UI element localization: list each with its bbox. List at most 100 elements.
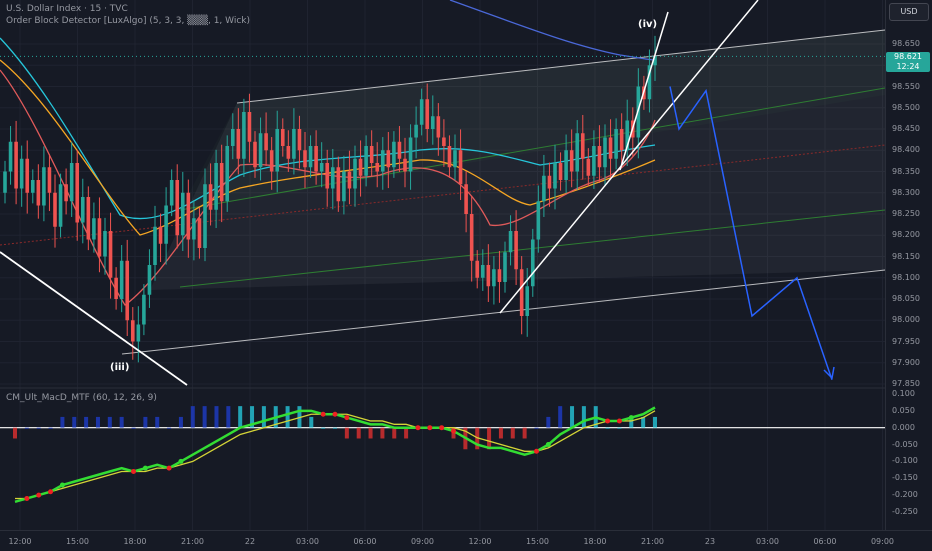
candle-body — [175, 180, 180, 236]
candle-body — [558, 163, 563, 180]
candle-body — [547, 175, 552, 189]
candle-body — [42, 167, 46, 206]
candle-body — [586, 158, 591, 176]
macd-histogram-bar — [167, 427, 172, 429]
candle-body — [358, 158, 363, 176]
macd-histogram-bar — [190, 406, 195, 428]
candle-body — [369, 146, 374, 163]
candle-body — [430, 116, 435, 129]
time-axis[interactable] — [0, 530, 932, 551]
macd-cross-dot — [415, 425, 421, 431]
macd-cross-dot — [332, 411, 338, 417]
macd-cross-dot — [36, 492, 42, 498]
candle-body — [236, 129, 241, 159]
macd-histogram-bar — [60, 416, 65, 428]
candle-body — [480, 265, 485, 278]
candle-body — [192, 218, 196, 240]
macd-cross-dot — [533, 448, 539, 454]
projection-arrowhead — [823, 366, 835, 380]
candle-body — [530, 239, 535, 287]
macd-histogram-bar — [368, 427, 373, 439]
candle-body — [553, 163, 557, 189]
candle-body — [392, 141, 396, 168]
macd-histogram-bar — [143, 416, 148, 428]
macd-histogram-bar — [72, 416, 77, 428]
bar-countdown: 12:24 — [896, 62, 920, 71]
candle-body — [25, 158, 30, 193]
candle-body — [242, 112, 246, 159]
candle-body — [330, 167, 335, 189]
candle-body — [469, 214, 474, 261]
macd-histogram-bar — [155, 416, 160, 428]
candle-body — [153, 226, 157, 265]
macd-histogram-bar — [534, 427, 539, 429]
last-price-value: 98.621 — [894, 52, 922, 61]
candle-body — [297, 129, 302, 151]
candle-body — [386, 150, 391, 168]
macd-histogram-bar — [617, 427, 622, 429]
macd-histogram-bar — [333, 427, 337, 429]
candle-body — [619, 129, 624, 151]
macd-histogram-bar — [13, 427, 17, 439]
price-tick: 98.100 — [892, 272, 920, 282]
symbol-title: U.S. Dollar Index · 15 · TVC — [6, 4, 128, 14]
macd-histogram-bar — [24, 427, 29, 429]
candle-body — [92, 218, 96, 240]
candle-body — [625, 120, 630, 151]
macd-cross-dot — [320, 411, 326, 417]
macd-histogram-bar — [261, 406, 266, 428]
candle-body — [653, 56, 657, 66]
macd-cross-dot — [131, 469, 137, 475]
last-price-badge: 98.621 12:24 — [886, 52, 930, 72]
price-axis[interactable]: USD 98.65098.60098.55098.50098.45098.400… — [885, 0, 932, 530]
candle-body — [30, 180, 35, 193]
candle-body — [425, 99, 430, 129]
candle-body — [464, 184, 468, 214]
macd-histogram-bar — [131, 427, 136, 429]
candle-body — [80, 197, 85, 223]
macd-histogram-bar — [629, 416, 634, 428]
candle-body — [564, 150, 568, 180]
time-tick: 21:00 — [180, 537, 205, 546]
candle-body — [608, 137, 613, 159]
ma-blue-line — [449, 0, 656, 61]
time-tick: 15:00 — [525, 537, 550, 546]
price-tick: 98.450 — [892, 124, 920, 133]
macd-histogram-bar — [178, 416, 183, 428]
uptrend-line-outer — [499, 0, 759, 314]
candle-body — [597, 146, 602, 168]
candle-body — [180, 192, 185, 236]
candle-body — [592, 146, 596, 176]
price-tick: 97.900 — [892, 357, 920, 367]
candle-body — [614, 129, 618, 159]
macd-cross-dot — [616, 418, 622, 424]
candle-body — [569, 150, 574, 172]
candle-body — [253, 141, 257, 168]
macd-tick: -0.050 — [892, 439, 918, 449]
candle-body — [519, 269, 524, 316]
macd-histogram-bar — [238, 406, 243, 428]
currency-selector[interactable]: USD — [889, 3, 929, 21]
candle-body — [442, 137, 446, 146]
candle-body — [336, 167, 341, 202]
macd-histogram-bar — [498, 427, 503, 439]
candle-body — [53, 192, 57, 227]
candle-body — [408, 137, 413, 172]
macd-cross-dot — [166, 465, 172, 471]
candle-body — [414, 124, 418, 138]
macd-histogram-bar — [546, 416, 551, 428]
candle-body — [136, 324, 141, 342]
candle-body — [258, 133, 263, 168]
candle-body — [325, 163, 330, 189]
macd-title: CM_Ult_MacD_MTF (60, 12, 26, 9) — [6, 393, 157, 403]
candle-body — [486, 265, 491, 287]
candle-body — [508, 231, 513, 253]
macd-histogram-bar — [214, 406, 219, 428]
macd-histogram-bar — [95, 416, 100, 428]
price-tick: 98.300 — [892, 187, 920, 197]
macd-histogram-bar — [119, 416, 124, 428]
channel-green-high — [179, 87, 886, 211]
candle-body — [292, 129, 296, 159]
candle-body — [514, 231, 518, 270]
